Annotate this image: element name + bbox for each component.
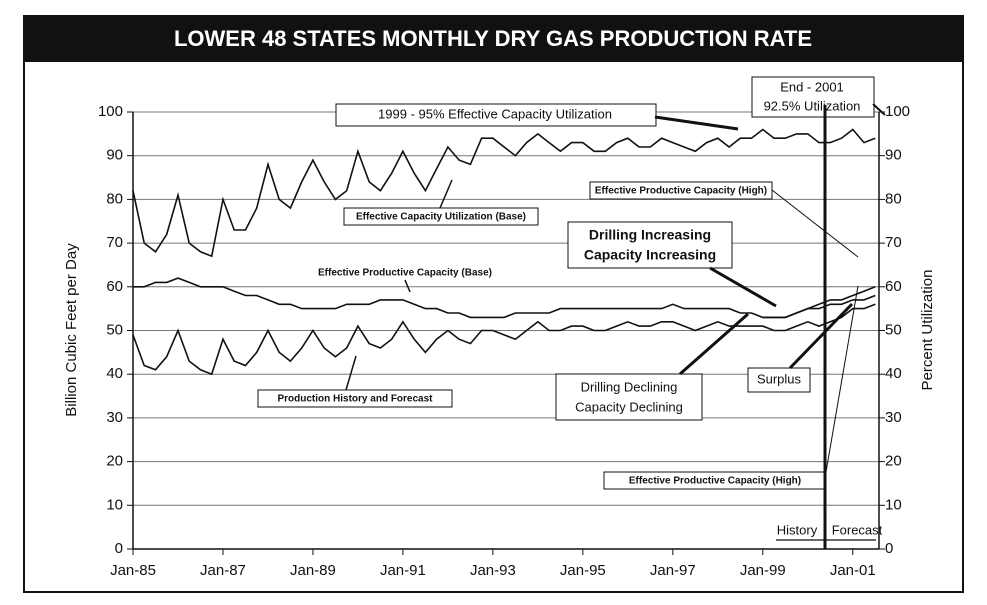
y-tick-label: 70: [106, 234, 123, 251]
annotation: Production History and Forecast: [277, 394, 433, 405]
annotation: Effective Capacity Utilization (Base): [356, 212, 526, 223]
y-tick-label: 80: [106, 190, 123, 207]
series-line: [133, 277, 876, 319]
y2-tick-label: 70: [885, 234, 902, 251]
annotations: 1999 - 95% Effective Capacity Utilizatio…: [257, 76, 886, 549]
y-tick-label: 30: [106, 409, 123, 426]
y2-tick-label: 90: [885, 147, 902, 164]
annotation: Capacity Declining: [575, 399, 683, 414]
y2-tick-label: 0: [885, 540, 893, 557]
y-tick-label: 40: [106, 365, 123, 382]
annotation: 1999 - 95% Effective Capacity Utilizatio…: [378, 106, 612, 121]
series-line: [132, 303, 876, 376]
x-tick-label: Jan-91: [380, 562, 426, 579]
x-tick-label: Jan-87: [200, 562, 246, 579]
chart-title: LOWER 48 STATES MONTHLY DRY GAS PRODUCTI…: [174, 26, 812, 51]
y-tick-label: 20: [106, 453, 123, 470]
annotation: Effective Productive Capacity (High): [629, 476, 801, 487]
y2-tick-label: 60: [885, 278, 902, 295]
annotation: Capacity Increasing: [584, 247, 716, 263]
x-tick-label: Jan-89: [290, 562, 336, 579]
y-axis-label: Billion Cubic Feet per Day: [63, 243, 80, 417]
series-line: [132, 128, 876, 258]
y-tick-label: 0: [115, 540, 123, 557]
y-tick-label: 10: [106, 496, 123, 513]
y2-tick-label: 20: [885, 453, 902, 470]
y2-tick-label: 80: [885, 190, 902, 207]
title-bar: [24, 16, 963, 62]
y2-tick-label: 100: [885, 103, 910, 120]
annotation: Drilling Declining: [581, 379, 678, 394]
x-tick-label: Jan-01: [830, 562, 876, 579]
y-tick-label: 100: [98, 103, 123, 120]
annotation: End - 2001: [780, 79, 844, 94]
annotation: Surplus: [757, 371, 802, 386]
grid: 0 10 20 30 40 50 60 70 80 90 100 0 10 20 30 40 50 60 70 80 9…: [98, 103, 910, 579]
note-box: [567, 221, 733, 269]
x-tick-label: Jan-85: [110, 562, 156, 579]
x-tick-label: Jan-95: [560, 562, 606, 579]
note-box: [747, 367, 811, 393]
note-box: [335, 103, 657, 127]
annotation: Drilling Increasing: [589, 227, 711, 243]
arrows: [345, 103, 886, 541]
y-tick-label: 50: [106, 321, 123, 338]
y-tick-label: 60: [106, 278, 123, 295]
note-box: [751, 76, 875, 118]
x-tick-label: Jan-93: [470, 562, 516, 579]
annotation: Forecast: [832, 522, 883, 537]
annotation: Effective Productive Capacity (Base): [318, 268, 492, 279]
note-box: [257, 389, 453, 408]
y2-tick-label: 50: [885, 321, 902, 338]
note-box: [343, 207, 539, 226]
annotation: History: [777, 522, 818, 537]
y2-tick-label: 40: [885, 365, 902, 382]
y2-tick-label: 30: [885, 409, 902, 426]
annotation: Effective Productive Capacity (High): [595, 186, 767, 197]
x-tick-label: Jan-97: [650, 562, 696, 579]
x-tick-label: Jan-99: [740, 562, 786, 579]
y2-tick-label: 10: [885, 496, 902, 513]
y-tick-label: 90: [106, 147, 123, 164]
y2-axis-label: Percent Utilization: [919, 270, 936, 391]
annotation: 92.5% Utilization: [764, 98, 861, 113]
note-box: [555, 373, 703, 421]
